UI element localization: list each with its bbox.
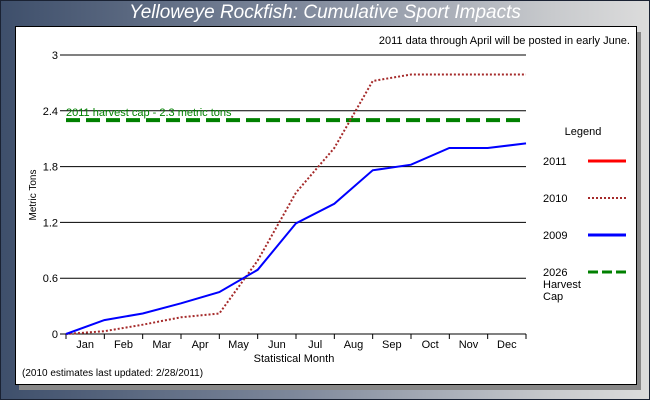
- legend-title: Legend: [565, 126, 602, 138]
- y-tick-label: 1.2: [43, 217, 58, 229]
- x-tick-label: Jun: [268, 339, 286, 351]
- footnote: (2010 estimates last updated: 2/28/2011): [22, 368, 203, 379]
- x-tick-label: Nov: [459, 339, 479, 351]
- legend-label: 2009: [543, 230, 567, 242]
- y-tick-label: 0: [52, 329, 58, 341]
- legend-label: 2026 Harvest Cap: [543, 267, 581, 303]
- x-tick-label: Feb: [114, 339, 133, 351]
- y-tick-label: 1.8: [43, 162, 58, 174]
- x-tick-label: Aug: [344, 339, 364, 351]
- harvest-cap-label: 2011 harvest cap - 2.3 metric tons: [66, 107, 232, 119]
- chart-title: Yelloweye Rockfish: Cumulative Sport Imp…: [129, 2, 521, 23]
- x-tick-label: Jul: [308, 339, 322, 351]
- x-tick-label: Jan: [76, 339, 94, 351]
- chart-panel: [15, 26, 637, 385]
- legend-label: 2010: [543, 193, 567, 205]
- x-axis-label: Statistical Month: [254, 353, 335, 365]
- y-tick-label: 3: [52, 50, 58, 62]
- series-line-2009: [65, 142, 527, 335]
- x-tick-label: May: [228, 339, 249, 351]
- x-tick-label: Apr: [192, 339, 209, 351]
- y-tick-label: 2.4: [43, 106, 58, 118]
- legend-label: 2011: [543, 156, 567, 168]
- legend: Legend 2011 2010 2009 2026 Harvest Cap: [543, 126, 626, 303]
- x-tick-label: Oct: [422, 339, 439, 351]
- x-tick-label: Dec: [497, 339, 517, 351]
- y-axis-label: Metric Tons: [28, 170, 39, 221]
- notice-text: 2011 data through April will be posted i…: [379, 35, 630, 47]
- y-tick-label: 0.6: [43, 273, 58, 285]
- x-tick-label: Sep: [382, 339, 402, 351]
- x-tick-label: Mar: [152, 339, 171, 351]
